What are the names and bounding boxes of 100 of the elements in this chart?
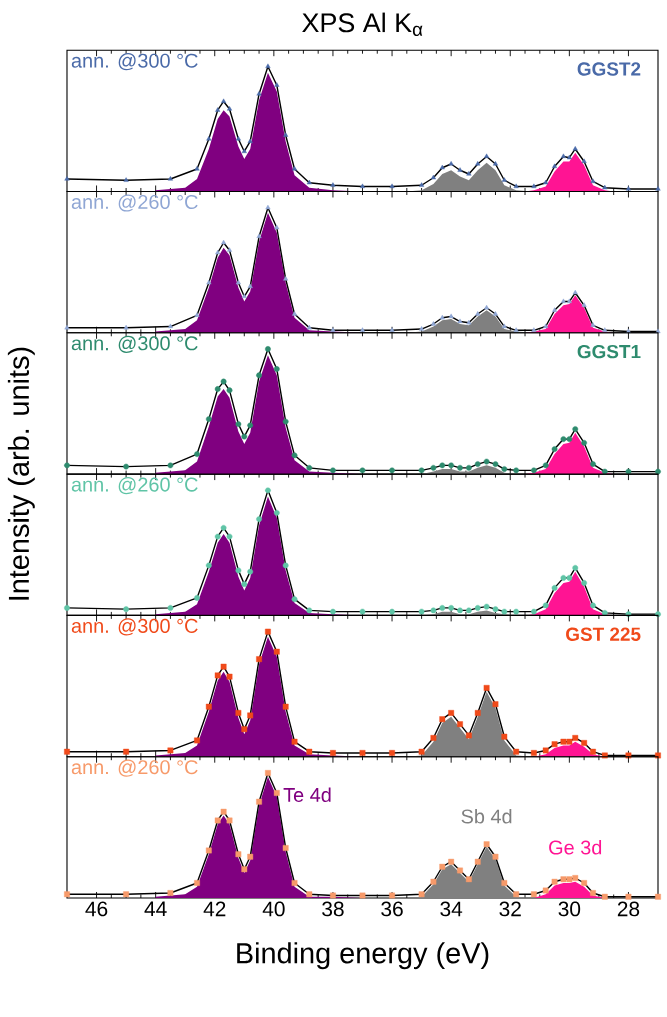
point [551, 878, 558, 885]
annotation: GGST1 [577, 344, 641, 359]
point [439, 314, 445, 320]
point [214, 386, 221, 392]
point [235, 136, 241, 141]
point [552, 307, 558, 312]
point [359, 183, 366, 189]
point [601, 468, 608, 475]
point [581, 302, 587, 307]
point [265, 204, 271, 210]
point [448, 858, 455, 865]
point [282, 418, 289, 425]
point [123, 324, 129, 330]
point [123, 748, 129, 755]
point [306, 464, 313, 471]
point [531, 327, 537, 332]
point [531, 891, 537, 898]
point [167, 462, 174, 469]
point [418, 467, 425, 474]
point [226, 673, 233, 680]
point [590, 748, 596, 755]
point [581, 579, 588, 586]
point [602, 184, 608, 190]
point [531, 183, 537, 189]
x-tick-label: 40 [262, 901, 285, 917]
point [283, 132, 289, 137]
point [560, 298, 566, 304]
point [492, 311, 498, 316]
point [273, 509, 280, 516]
point [560, 738, 567, 745]
point [475, 161, 481, 166]
point [474, 858, 481, 865]
point [457, 318, 463, 324]
point [389, 183, 395, 189]
point [581, 880, 588, 886]
point [430, 878, 437, 885]
point [590, 322, 596, 327]
point [492, 161, 498, 166]
point [389, 327, 395, 332]
point [389, 750, 395, 756]
point [214, 533, 221, 540]
point [448, 462, 455, 469]
point [590, 461, 596, 467]
point [330, 892, 336, 899]
point [256, 798, 262, 805]
point [206, 136, 212, 141]
point [492, 461, 499, 467]
point [389, 608, 395, 615]
point [566, 876, 573, 883]
point [492, 701, 499, 708]
point [602, 327, 608, 332]
point [291, 880, 298, 886]
point [465, 876, 472, 883]
annotation: ann. @300 °C [71, 335, 198, 353]
point [291, 452, 298, 459]
point [483, 603, 490, 610]
point [330, 608, 336, 615]
point [513, 467, 520, 474]
point [214, 672, 221, 679]
point [283, 276, 289, 281]
point [572, 146, 578, 151]
point [418, 748, 425, 755]
annotation: ann. @260 °C [71, 477, 198, 495]
point [590, 178, 596, 184]
point [273, 366, 280, 372]
point [241, 581, 248, 588]
point [389, 467, 395, 474]
point [247, 138, 253, 144]
point [572, 875, 579, 881]
point [655, 186, 661, 191]
point [625, 328, 631, 334]
point [501, 177, 507, 182]
point [501, 880, 508, 886]
point [543, 179, 549, 185]
point [572, 426, 579, 432]
point [655, 611, 661, 618]
point [560, 876, 567, 883]
point [194, 595, 200, 601]
point [241, 726, 248, 733]
point [247, 283, 253, 289]
point [256, 516, 262, 522]
point [501, 733, 508, 740]
point [226, 247, 233, 252]
point [273, 790, 280, 796]
annotation: GGST2 [577, 62, 641, 76]
point [531, 467, 537, 474]
point [475, 311, 481, 316]
x-axis-title: Binding energy (eV) [237, 942, 489, 970]
x-tick-label: 46 [85, 901, 108, 917]
point [256, 372, 262, 379]
point [330, 327, 336, 332]
point [282, 845, 289, 851]
point [542, 602, 549, 609]
series-label: Sb 4d [461, 808, 512, 824]
point [123, 891, 129, 898]
point [430, 321, 436, 326]
point [430, 174, 436, 180]
point [430, 464, 437, 471]
point [241, 866, 248, 873]
point [292, 311, 298, 316]
